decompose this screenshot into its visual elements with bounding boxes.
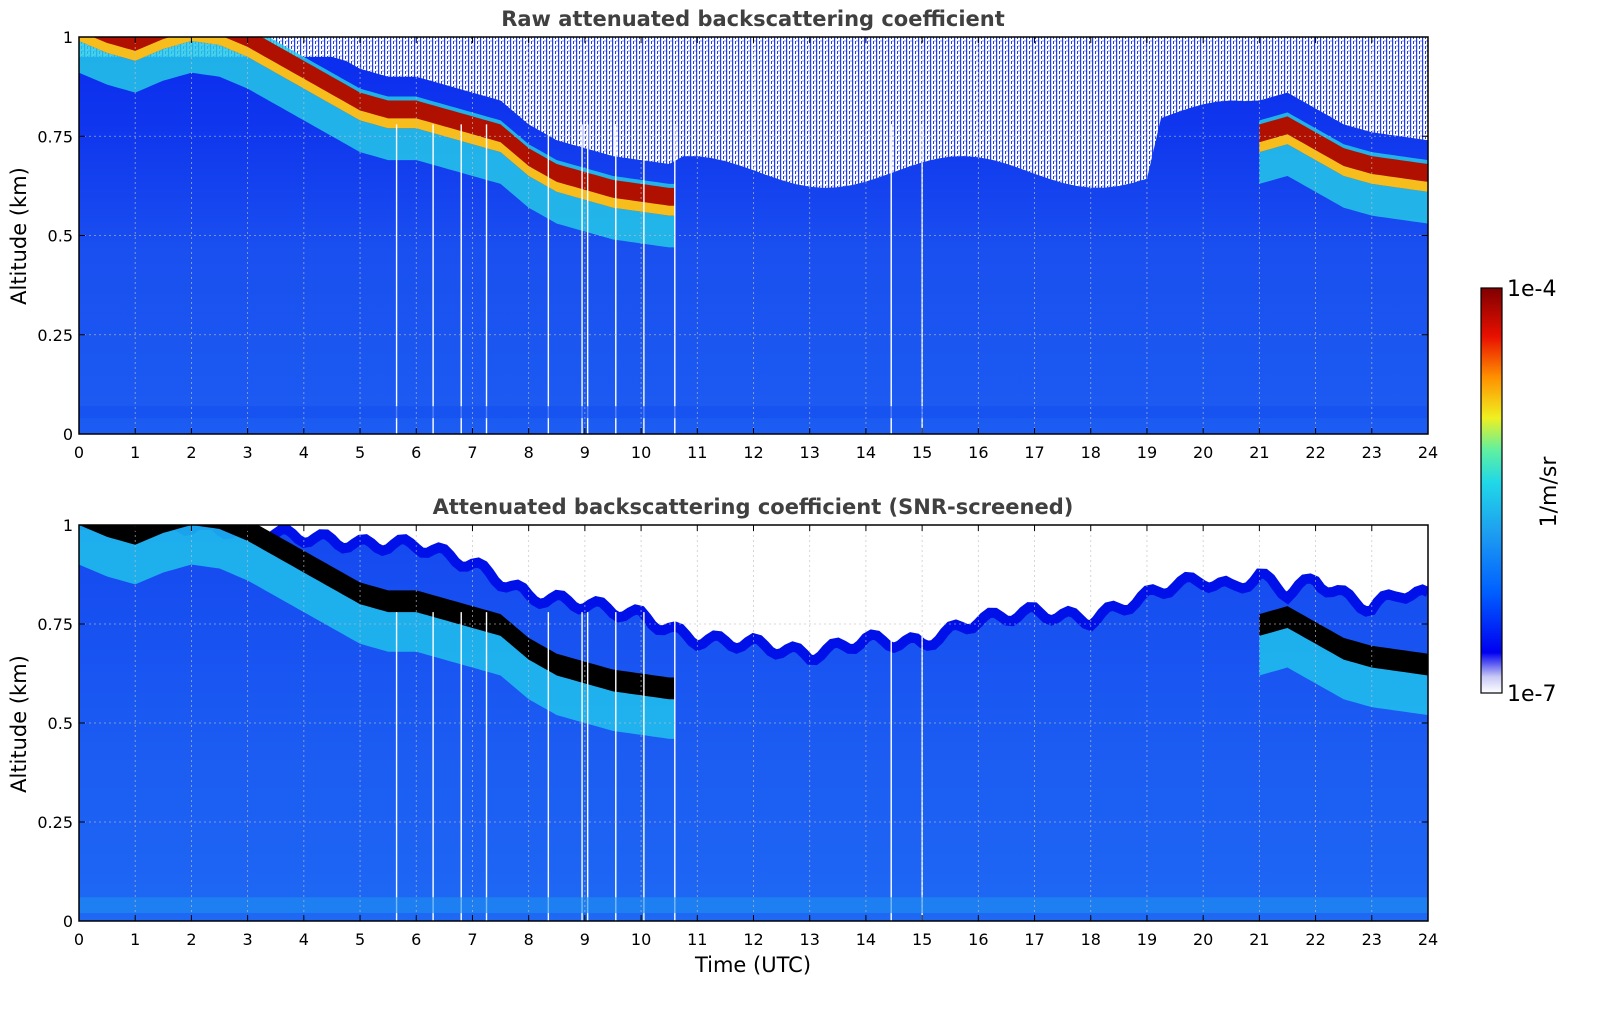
x-tick-label: 19 [1137, 443, 1157, 462]
x-tick-label: 10 [631, 930, 651, 949]
screened-panel-title: Attenuated backscattering coefficient (S… [433, 495, 1074, 519]
saturated-cloud [1259, 606, 1428, 676]
x-tick-label: 24 [1418, 930, 1438, 949]
y-tick-label: 1 [63, 516, 73, 535]
x-tick-label: 9 [580, 443, 590, 462]
x-tick-label: 14 [856, 930, 876, 949]
x-tick-label: 13 [800, 930, 820, 949]
x-tick-label: 8 [524, 930, 534, 949]
x-tick-label: 4 [299, 930, 309, 949]
x-tick-label: 9 [580, 930, 590, 949]
cloud-halo [79, 37, 675, 248]
x-tick-label: 11 [687, 930, 707, 949]
x-tick-label: 20 [1193, 443, 1213, 462]
x-tick-label: 20 [1193, 930, 1213, 949]
x-tick-label: 11 [687, 443, 707, 462]
x-tick-label: 18 [1081, 930, 1101, 949]
saturated-cloud [79, 525, 675, 700]
cloud-halo [1259, 620, 1428, 716]
raw-panel: Raw attenuated backscattering coefficien… [7, 7, 1438, 462]
cloud-core [1259, 116, 1428, 192]
x-tick-label: 6 [411, 930, 421, 949]
y-tick-label: 0.5 [48, 714, 73, 733]
y-tick-label: 0.75 [37, 127, 73, 146]
y-tick-label: 0 [63, 425, 73, 444]
x-tick-label: 22 [1305, 443, 1325, 462]
screened-out-region [79, 525, 1428, 661]
y-tick-label: 1 [63, 28, 73, 47]
x-tick-label: 2 [186, 443, 196, 462]
x-tick-label: 19 [1137, 930, 1157, 949]
screened-panel: Attenuated backscattering coefficient (S… [7, 495, 1438, 977]
colorbar: 1e-4 1e-7 1/m/sr [1480, 277, 1562, 707]
x-tick-label: 4 [299, 443, 309, 462]
x-tick-label: 3 [243, 930, 253, 949]
x-tick-label: 0 [74, 443, 84, 462]
x-tick-label: 17 [1024, 930, 1044, 949]
colorbar-min-label: 1e-7 [1507, 682, 1556, 707]
x-tick-label: 5 [355, 930, 365, 949]
x-tick-label: 24 [1418, 443, 1438, 462]
x-tick-label: 10 [631, 443, 651, 462]
x-tick-label: 23 [1362, 930, 1382, 949]
y-tick-label: 0.5 [48, 227, 73, 246]
colorbar-unit-label: 1/m/sr [1537, 456, 1562, 528]
x-tick-label: 7 [467, 443, 477, 462]
x-tick-label: 16 [968, 930, 988, 949]
x-tick-label: 0 [74, 930, 84, 949]
y-tick-label: 0.25 [37, 326, 73, 345]
colorbar-max-label: 1e-4 [1507, 277, 1556, 302]
y-tick-label: 0.75 [37, 615, 73, 634]
x-tick-label: 8 [524, 443, 534, 462]
x-tick-label: 17 [1024, 443, 1044, 462]
x-tick-label: 2 [186, 930, 196, 949]
x-tick-label: 21 [1249, 930, 1269, 949]
x-tick-label: 6 [411, 443, 421, 462]
x-tick-label: 15 [912, 930, 932, 949]
x-tick-label: 15 [912, 443, 932, 462]
y-tick-label: 0 [63, 912, 73, 931]
x-tick-label: 22 [1305, 930, 1325, 949]
screened-x-ticks: 0 1 2 3 4 5 6 7 8 9 10 11 12 13 14 15 16 17 18 19 20 21 22 23 24 [74, 525, 1438, 949]
x-axis-label: Time (UTC) [694, 953, 811, 977]
x-tick-label: 3 [243, 443, 253, 462]
x-tick-label: 1 [130, 443, 140, 462]
raw-y-axis-label: Altitude (km) [7, 167, 31, 305]
x-tick-label: 7 [467, 930, 477, 949]
x-tick-label: 23 [1362, 443, 1382, 462]
x-tick-label: 18 [1081, 443, 1101, 462]
screened-y-axis-label: Altitude (km) [7, 655, 31, 793]
x-tick-label: 21 [1249, 443, 1269, 462]
y-tick-label: 0.25 [37, 813, 73, 832]
x-tick-label: 12 [743, 930, 763, 949]
raw-y-ticks: 0 0.25 0.5 0.75 1 [37, 28, 1428, 444]
screened-y-ticks: 0 0.25 0.5 0.75 1 [37, 516, 1428, 931]
x-tick-label: 16 [968, 443, 988, 462]
cloud-halo [79, 525, 675, 739]
x-tick-label: 5 [355, 443, 365, 462]
cloud-edge [79, 37, 675, 216]
x-tick-label: 1 [130, 930, 140, 949]
screened-gridlines [79, 525, 1428, 921]
raw-x-ticks: 0 1 2 3 4 5 6 7 8 9 10 11 12 13 14 15 16 17 18 19 20 21 22 23 24 [74, 37, 1438, 462]
raw-gridlines [79, 37, 1428, 434]
raw-panel-title: Raw attenuated backscattering coefficien… [501, 7, 1005, 31]
x-tick-label: 14 [856, 443, 876, 462]
cloud-edge [1259, 134, 1428, 192]
colorbar-gradient [1480, 287, 1503, 694]
x-tick-label: 12 [743, 443, 763, 462]
x-tick-label: 13 [800, 443, 820, 462]
